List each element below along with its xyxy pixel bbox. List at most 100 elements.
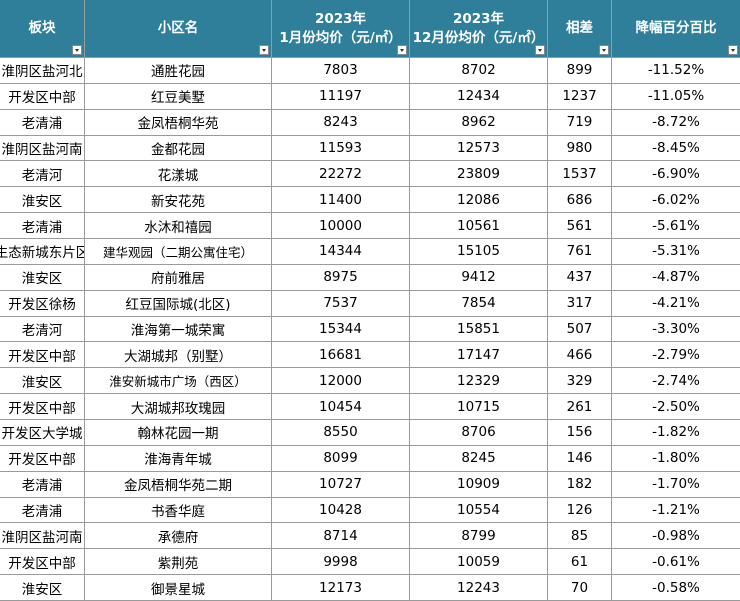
table-cell: 淮安区 [0, 368, 84, 394]
table-cell: 8099 [272, 445, 409, 471]
table-cell: -8.45% [612, 135, 740, 161]
table-cell: 老清浦 [0, 497, 84, 523]
table-cell: 10909 [410, 471, 547, 497]
table-cell: 719 [548, 109, 611, 135]
table-cell: 开发区中部 [0, 445, 84, 471]
table-cell: 899 [548, 58, 611, 83]
table-cell: 淮安区 [0, 264, 84, 290]
table-cell: 317 [548, 290, 611, 316]
table-cell: 淮海第一城荣寓 [85, 316, 271, 342]
table-cell: 翰林花园一期 [85, 420, 271, 445]
header-cell: 小区名 [85, 0, 271, 57]
header-cell: 板块 [0, 0, 84, 57]
table-cell: 1537 [548, 161, 611, 187]
table-cell: 12173 [272, 575, 409, 600]
table-cell: 11593 [272, 135, 409, 161]
table-cell: 14344 [272, 239, 409, 264]
header-text: 2023年 [452, 10, 505, 27]
table-cell: 金凤梧桐华苑 [85, 109, 271, 135]
table-cell: 老清浦 [0, 109, 84, 135]
table-cell: 御景星城 [85, 575, 271, 600]
table-cell: 329 [548, 368, 611, 394]
table-cell: 7803 [272, 58, 409, 83]
table-cell: -11.52% [612, 58, 740, 83]
table-cell: 承德府 [85, 523, 271, 549]
header-text: 小区名 [157, 20, 199, 36]
table-cell: 7854 [410, 290, 547, 316]
table-cell: 8962 [410, 109, 547, 135]
table-cell: -6.02% [612, 187, 740, 213]
table-cell: -5.31% [612, 239, 740, 264]
table-cell: 15344 [272, 316, 409, 342]
filter-button[interactable] [535, 45, 545, 55]
table-cell: 12086 [410, 187, 547, 213]
table-cell: -11.05% [612, 83, 740, 109]
table-cell: -6.90% [612, 161, 740, 187]
table-cell: 8245 [410, 445, 547, 471]
table-cell: -4.87% [612, 264, 740, 290]
table-cell: 980 [548, 135, 611, 161]
table-cell: 10000 [272, 213, 409, 238]
table-cell: 17147 [410, 342, 547, 368]
table-cell: 12329 [410, 368, 547, 394]
table-cell: 10454 [272, 394, 409, 419]
table-cell: -8.72% [612, 109, 740, 135]
table-cell: 146 [548, 445, 611, 471]
table-cell: -1.82% [612, 420, 740, 445]
header-cell: 2023年 12月份均价（元/㎡） [410, 0, 547, 57]
table-cell: 开发区大学城 [0, 420, 84, 445]
filter-button[interactable] [72, 45, 82, 55]
table-cell: -1.21% [612, 497, 740, 523]
table-cell: 22272 [272, 161, 409, 187]
table-cell: 10059 [410, 549, 547, 575]
table-cell: 生态新城东片区 [0, 239, 84, 264]
table-cell: 10554 [410, 497, 547, 523]
table-cell: 10715 [410, 394, 547, 419]
filter-button[interactable] [397, 45, 407, 55]
table-cell: 淮阴区盐河南 [0, 135, 84, 161]
table-cell: 156 [548, 420, 611, 445]
table-cell: 淮安区 [0, 575, 84, 600]
table-cell: 建华观园（二期公寓住宅） [85, 239, 271, 264]
table-cell: 淮阴区盐河南 [0, 523, 84, 549]
table-cell: 561 [548, 213, 611, 238]
table-cell: 开发区中部 [0, 83, 84, 109]
table-cell: 466 [548, 342, 611, 368]
table-cell: 老清浦 [0, 471, 84, 497]
table-cell: 8550 [272, 420, 409, 445]
table-cell: 61 [548, 549, 611, 575]
table-cell: -0.61% [612, 549, 740, 575]
table-cell: 9998 [272, 549, 409, 575]
table-cell: 12573 [410, 135, 547, 161]
table-cell: 开发区中部 [0, 549, 84, 575]
table-cell: 大湖城邦（别墅） [85, 342, 271, 368]
table-cell: 507 [548, 316, 611, 342]
table-cell: 新安花苑 [85, 187, 271, 213]
table-cell: -2.74% [612, 368, 740, 394]
table-cell: 16681 [272, 342, 409, 368]
table-cell: 府前雅居 [85, 264, 271, 290]
table-cell: 水沐和禧园 [85, 213, 271, 238]
table-cell: 12000 [272, 368, 409, 394]
table-cell: 261 [548, 394, 611, 419]
table-cell: 10727 [272, 471, 409, 497]
table-cell: 老清河 [0, 316, 84, 342]
table-cell: 1237 [548, 83, 611, 109]
table-cell: 淮阴区盐河北 [0, 58, 84, 83]
header-cell: 降幅百分百比 [612, 0, 740, 57]
filter-button[interactable] [599, 45, 609, 55]
table-cell: 金凤梧桐华苑二期 [85, 471, 271, 497]
table-cell: 红豆国际城(北区) [85, 290, 271, 316]
filter-button[interactable] [728, 45, 738, 55]
table-cell: 8243 [272, 109, 409, 135]
filter-button[interactable] [259, 45, 269, 55]
table-cell: -4.21% [612, 290, 740, 316]
header-text: 12月份均价（元/㎡） [412, 29, 545, 46]
table-cell: 686 [548, 187, 611, 213]
table-cell: 淮海青年城 [85, 445, 271, 471]
table-cell: 8975 [272, 264, 409, 290]
table-cell: -1.80% [612, 445, 740, 471]
table-cell: 通胜花园 [85, 58, 271, 83]
